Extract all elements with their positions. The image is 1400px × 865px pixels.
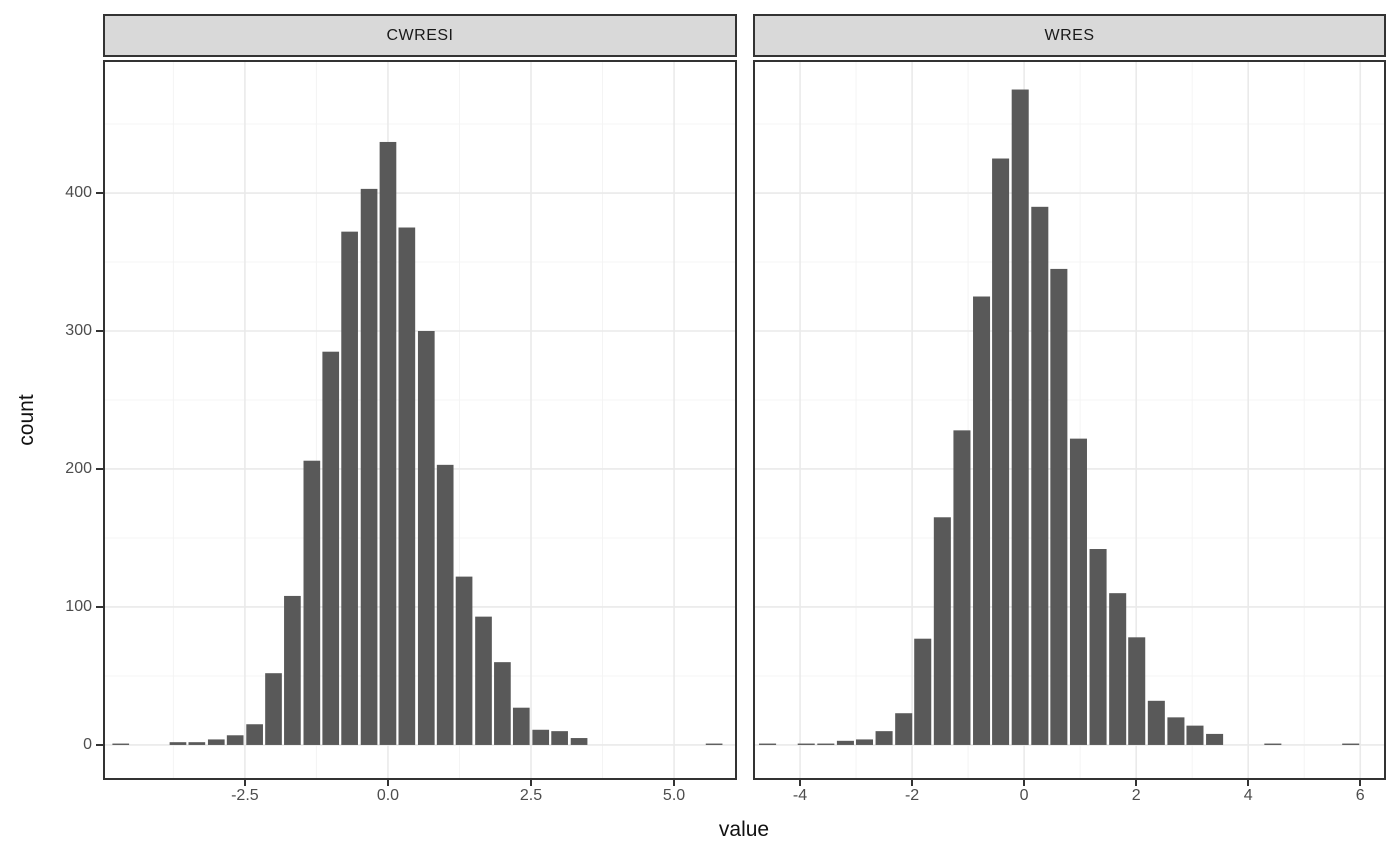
histogram-bar	[1342, 743, 1360, 745]
histogram-bar	[1206, 733, 1224, 745]
histogram-bar	[360, 188, 378, 745]
histogram-bar	[797, 743, 815, 745]
x-tick-mark	[1359, 780, 1362, 786]
histogram-bar	[1186, 725, 1204, 745]
histogram-bar	[1089, 549, 1107, 745]
histogram-bar	[398, 227, 416, 745]
x-tick-label: -2.5	[231, 787, 259, 804]
facet-strip-label: WRES	[1044, 26, 1095, 44]
x-tick-mark	[243, 780, 246, 786]
facet-panel-wres	[753, 60, 1386, 780]
histogram-bar	[494, 662, 511, 745]
histogram-bar	[303, 460, 321, 745]
histogram-bar	[855, 739, 873, 745]
histogram-bar	[284, 595, 301, 745]
histogram-bar	[112, 743, 130, 745]
x-tick-label: -4	[792, 787, 808, 804]
y-tick-mark	[96, 467, 103, 470]
facet-strip-wres: WRES	[753, 14, 1386, 57]
x-tick-label: 5.0	[662, 787, 686, 804]
panel-border	[753, 60, 1386, 780]
x-tick-label: 0.0	[376, 787, 400, 804]
x-tick-label: 2.5	[519, 787, 543, 804]
histogram-bar	[1050, 268, 1068, 745]
histogram-bar	[455, 576, 473, 745]
y-tick-label: 100	[65, 597, 92, 615]
x-tick-label: -2	[904, 787, 920, 804]
histogram-bar	[322, 351, 340, 745]
histogram-bar	[836, 740, 854, 745]
y-axis-title: count	[15, 394, 38, 446]
y-tick-label: 200	[65, 459, 92, 477]
histogram-bar	[436, 464, 454, 745]
histogram-bar	[1011, 89, 1029, 745]
y-tick-mark	[96, 330, 103, 332]
histogram-bar	[551, 731, 568, 745]
histogram-bar	[817, 743, 835, 745]
histogram-bar	[417, 331, 435, 745]
x-tick-mark	[799, 780, 802, 786]
x-tick-label: 2	[1131, 787, 1141, 804]
histogram-bar	[265, 673, 282, 745]
y-tick-mark	[96, 192, 103, 195]
x-tick-mark	[386, 780, 389, 786]
histogram-bar	[759, 743, 777, 745]
histogram-bar	[226, 735, 244, 745]
histogram-bar	[705, 743, 723, 745]
histogram-bar	[1147, 700, 1165, 745]
facet-panel-cwresi	[103, 60, 737, 780]
histogram-bar	[992, 158, 1010, 745]
y-tick-mark	[96, 743, 103, 746]
histogram-bar	[973, 296, 991, 745]
histogram-bar	[953, 430, 971, 745]
facet-strip-cwresi: CWRESI	[103, 14, 737, 57]
histogram-bar	[532, 729, 550, 745]
histogram-bar	[1069, 438, 1087, 745]
histogram-bar	[933, 517, 951, 745]
x-axis-title: value	[718, 818, 770, 841]
x-tick-mark	[911, 780, 914, 786]
histogram-bar	[895, 713, 913, 745]
x-tick-label: 4	[1243, 787, 1253, 804]
histogram-bar	[207, 739, 225, 745]
x-tick-mark	[1247, 780, 1250, 786]
histogram-bar	[188, 742, 206, 745]
y-tick-label: 300	[65, 322, 92, 339]
histogram-bar	[1128, 637, 1146, 745]
histogram-bar	[169, 742, 187, 745]
y-tick-label: 400	[65, 184, 92, 202]
y-tick-mark	[96, 605, 103, 608]
histogram-bar	[512, 707, 530, 745]
histogram-bar	[1031, 206, 1049, 745]
x-tick-mark	[1135, 780, 1138, 786]
x-tick-mark	[673, 780, 676, 786]
panel-border	[103, 60, 737, 780]
x-tick-mark	[1023, 780, 1026, 786]
histogram-bar	[1264, 743, 1282, 745]
histogram-bar	[379, 141, 397, 745]
histogram-bar	[875, 731, 893, 745]
facet-strip-label: CWRESI	[386, 26, 454, 44]
histogram-bar	[1167, 717, 1185, 745]
histogram-bar	[341, 231, 358, 745]
x-tick-label: 6	[1355, 787, 1365, 804]
x-tick-mark	[530, 780, 532, 786]
y-tick-label: 0	[83, 735, 92, 753]
histogram-bar	[475, 616, 492, 745]
histogram-bar	[1109, 593, 1127, 745]
histogram-bar	[914, 638, 932, 745]
histogram-bar	[246, 724, 263, 745]
histogram-bar	[570, 738, 588, 745]
x-tick-label: 0	[1019, 787, 1029, 804]
